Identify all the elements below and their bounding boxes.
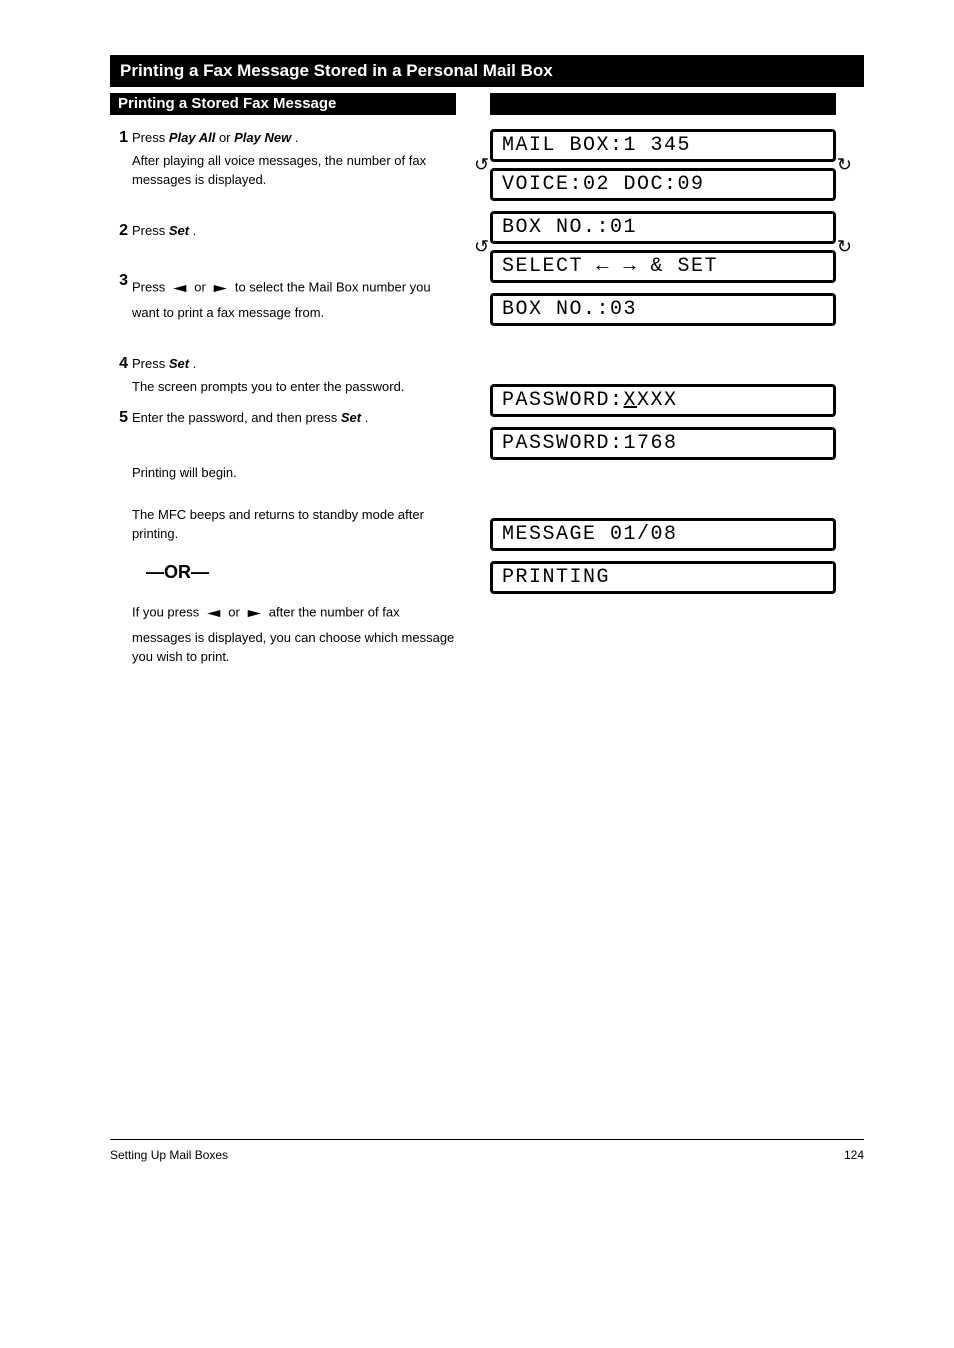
set-button-label: Set (169, 223, 189, 238)
play-new-button-label: Play New (234, 130, 291, 145)
right-column: ↺ ↻ MAIL BOX:1 345 VOICE:02 DOC:09 ↺ ↻ B… (490, 93, 836, 679)
text: . (193, 356, 197, 371)
text: Press (132, 130, 169, 145)
step-number: 1 (110, 129, 132, 194)
step-body: If you press ◄ or ► after the number of … (132, 597, 456, 671)
step-1: 1 Press Play All or Play New . After pla… (110, 129, 456, 194)
footer-section-title: Setting Up Mail Boxes (110, 1148, 228, 1162)
text: Press (132, 223, 169, 238)
text: . (193, 223, 197, 238)
step-number: 5 (110, 409, 132, 548)
right-arrow-icon: ► (243, 604, 265, 622)
right-arrow-icon: ► (209, 280, 231, 298)
lcd-voice-doc: VOICE:02 DOC:09 (490, 168, 836, 201)
text: XXX (637, 389, 678, 412)
text: or (194, 280, 209, 295)
step-number: 2 (110, 222, 132, 245)
text: If you press (132, 605, 203, 620)
page: Printing a Fax Message Stored in a Perso… (0, 0, 954, 1192)
step-body: Press Set . (132, 222, 196, 245)
step-3: 3 Press ◄ or ► to select the Mail Box nu… (110, 272, 456, 327)
step-5: 5 Enter the password, and then press Set… (110, 409, 456, 548)
step-5-alt: If you press ◄ or ► after the number of … (110, 597, 456, 671)
set-button-label: Set (341, 410, 361, 425)
step-note: The screen prompts you to enter the pass… (132, 378, 404, 397)
left-arrow-icon: ◄ (169, 280, 191, 298)
sub-header-left: Printing a Stored Fax Message (110, 93, 456, 115)
page-footer: Setting Up Mail Boxes 124 (110, 1139, 864, 1162)
lcd-printing: PRINTING (490, 561, 836, 594)
lcd-group-mailbox: ↺ ↻ MAIL BOX:1 345 VOICE:02 DOC:09 (490, 129, 836, 201)
cycle-right-icon: ↻ (837, 155, 852, 176)
step-body: Press Set . The screen prompts you to en… (132, 355, 404, 401)
set-button-label: Set (169, 356, 189, 371)
text: Press (132, 356, 169, 371)
header-bar: Printing a Fax Message Stored in a Perso… (110, 55, 864, 87)
lcd-box-no: BOX NO.:01 (490, 211, 836, 244)
step-description: After playing all voice messages, the nu… (132, 152, 456, 190)
footer-page-number: 124 (844, 1148, 864, 1162)
lcd-password-prompt: PASSWORD:XXXX (490, 384, 836, 417)
step-body: Press Play All or Play New . After playi… (132, 129, 456, 194)
text: . (365, 410, 369, 425)
text: or (228, 605, 243, 620)
text: or (219, 130, 234, 145)
text: PASSWORD: (502, 389, 624, 412)
step-number: 4 (110, 355, 132, 401)
play-all-button-label: Play All (169, 130, 215, 145)
two-column-layout: Printing a Stored Fax Message 1 Press Pl… (110, 93, 864, 679)
text: . (295, 130, 299, 145)
step-2: 2 Press Set . (110, 222, 456, 245)
text: Enter the password, and then press (132, 410, 341, 425)
lcd-password-entered: PASSWORD:1768 (490, 427, 836, 460)
text: Press (132, 280, 169, 295)
step-body: Press ◄ or ► to select the Mail Box numb… (132, 272, 456, 327)
lcd-box-no-selected: BOX NO.:03 (490, 293, 836, 326)
step-note: Printing will begin. (132, 464, 456, 483)
lcd-message-count: MESSAGE 01/08 (490, 518, 836, 551)
sub-header-right (490, 93, 836, 115)
step-number: 3 (110, 272, 132, 327)
lcd-group-boxno: ↺ ↻ BOX NO.:01 SELECT ← → & SET (490, 211, 836, 283)
lcd-mailbox: MAIL BOX:1 345 (490, 129, 836, 162)
lcd-select-set: SELECT ← → & SET (490, 250, 836, 283)
left-column: Printing a Stored Fax Message 1 Press Pl… (110, 93, 456, 679)
cycle-right-icon: ↻ (837, 237, 852, 258)
left-arrow-icon: ◄ (203, 604, 225, 622)
step-number-empty (110, 597, 132, 671)
step-4: 4 Press Set . The screen prompts you to … (110, 355, 456, 401)
password-cursor: X (624, 389, 638, 412)
step-body: Enter the password, and then press Set .… (132, 409, 456, 548)
or-divider: —OR— (146, 562, 456, 583)
cycle-left-icon: ↺ (474, 155, 489, 176)
step-note: The MFC beeps and returns to standby mod… (132, 506, 456, 544)
cycle-left-icon: ↺ (474, 237, 489, 258)
